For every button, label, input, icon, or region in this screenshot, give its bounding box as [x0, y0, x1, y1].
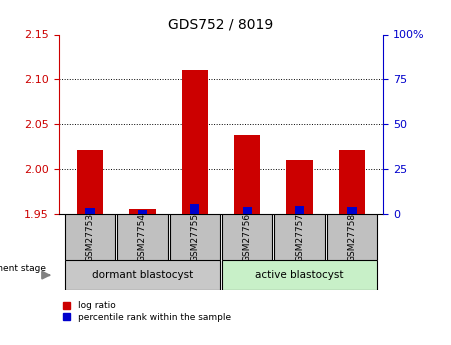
- Bar: [347, 207, 356, 214]
- Bar: [117, 214, 168, 260]
- Text: GSM27754: GSM27754: [138, 213, 147, 262]
- Text: GSM27756: GSM27756: [243, 213, 252, 262]
- Bar: [190, 204, 199, 214]
- Bar: [182, 70, 208, 214]
- Bar: [77, 150, 103, 214]
- Bar: [222, 214, 272, 260]
- Text: GSM27757: GSM27757: [295, 213, 304, 262]
- Bar: [243, 207, 252, 214]
- Text: dormant blastocyst: dormant blastocyst: [92, 270, 193, 280]
- Text: GSM27758: GSM27758: [347, 213, 356, 262]
- Text: GSM27755: GSM27755: [190, 213, 199, 262]
- Text: GSM27753: GSM27753: [86, 213, 95, 262]
- Bar: [222, 260, 377, 290]
- Bar: [286, 160, 313, 214]
- Bar: [129, 208, 156, 214]
- Bar: [86, 208, 95, 214]
- Bar: [170, 214, 220, 260]
- Bar: [138, 210, 147, 214]
- Bar: [65, 260, 220, 290]
- Bar: [327, 214, 377, 260]
- Bar: [65, 214, 115, 260]
- Legend: log ratio, percentile rank within the sample: log ratio, percentile rank within the sa…: [63, 301, 231, 322]
- Bar: [339, 150, 365, 214]
- Text: active blastocyst: active blastocyst: [255, 270, 344, 280]
- Bar: [295, 206, 304, 214]
- Bar: [234, 135, 260, 214]
- Title: GDS752 / 8019: GDS752 / 8019: [168, 18, 274, 32]
- Text: development stage: development stage: [0, 264, 46, 273]
- Bar: [274, 214, 325, 260]
